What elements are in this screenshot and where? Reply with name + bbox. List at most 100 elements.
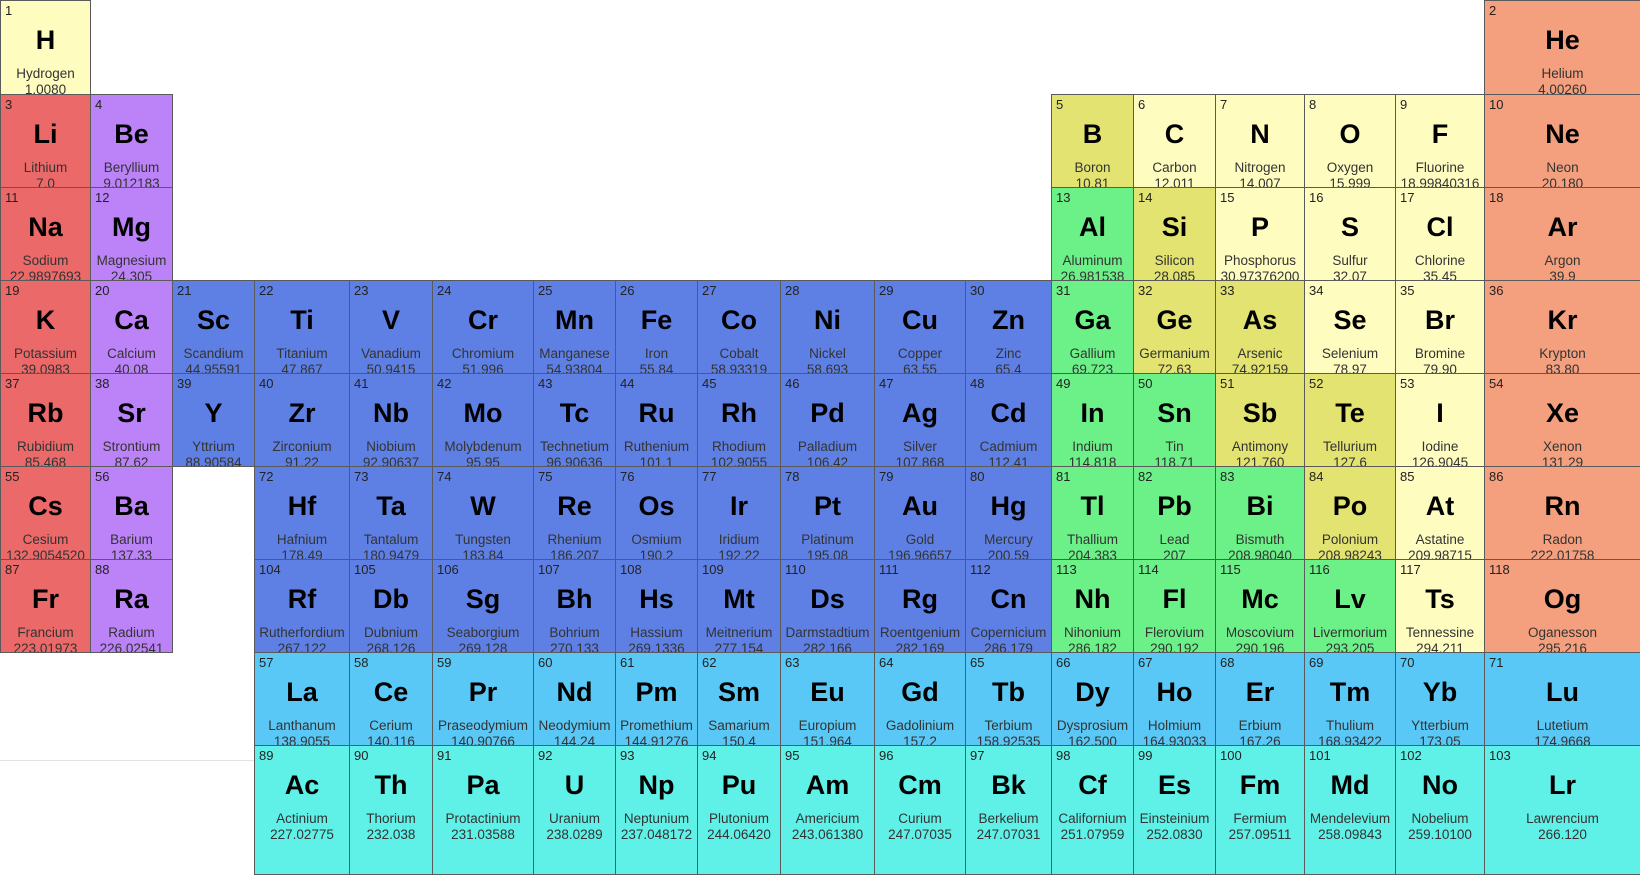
element-cell-hydrogen[interactable]: 1 H Hydrogen 1.0080 [0, 0, 91, 95]
element-cell-plutonium[interactable]: 94 Pu Plutonium 244.06420 [697, 745, 781, 875]
element-cell-nihonium[interactable]: 113 Nh Nihonium 286.182 [1051, 559, 1134, 653]
element-cell-carbon[interactable]: 6 C Carbon 12.011 [1133, 94, 1216, 188]
element-cell-beryllium[interactable]: 4 Be Beryllium 9.012183 [90, 94, 173, 188]
element-cell-mendelevium[interactable]: 101 Md Mendelevium 258.09843 [1304, 745, 1396, 875]
element-cell-seaborgium[interactable]: 106 Sg Seaborgium 269.128 [432, 559, 534, 653]
element-cell-francium[interactable]: 87 Fr Francium 223.01973 [0, 559, 91, 653]
element-cell-tellurium[interactable]: 52 Te Tellurium 127.6 [1304, 373, 1396, 467]
element-cell-silicon[interactable]: 14 Si Silicon 28.085 [1133, 187, 1216, 281]
element-cell-americium[interactable]: 95 Am Americium 243.061380 [780, 745, 875, 875]
element-cell-hafnium[interactable]: 72 Hf Hafnium 178.49 [254, 466, 350, 560]
element-cell-phosphorus[interactable]: 15 P Phosphorus 30.97376200 [1215, 187, 1305, 281]
element-cell-iridium[interactable]: 77 Ir Iridium 192.22 [697, 466, 781, 560]
element-cell-rhodium[interactable]: 45 Rh Rhodium 102.9055 [697, 373, 781, 467]
element-cell-lawrencium[interactable]: 103 Lr Lawrencium 266.120 [1484, 745, 1640, 875]
element-cell-lead[interactable]: 82 Pb Lead 207 [1133, 466, 1216, 560]
element-cell-astatine[interactable]: 85 At Astatine 209.98715 [1395, 466, 1485, 560]
element-cell-gallium[interactable]: 31 Ga Gallium 69.723 [1051, 280, 1134, 374]
element-cell-argon[interactable]: 18 Ar Argon 39.9 [1484, 187, 1640, 281]
element-cell-praseodymium[interactable]: 59 Pr Praseodymium 140.90766 [432, 652, 534, 746]
element-cell-titanium[interactable]: 22 Ti Titanium 47.867 [254, 280, 350, 374]
element-cell-bromine[interactable]: 35 Br Bromine 79.90 [1395, 280, 1485, 374]
element-cell-cadmium[interactable]: 48 Cd Cadmium 112.41 [965, 373, 1052, 467]
element-cell-molybdenum[interactable]: 42 Mo Molybdenum 95.95 [432, 373, 534, 467]
element-cell-gold[interactable]: 79 Au Gold 196.96657 [874, 466, 966, 560]
element-cell-xenon[interactable]: 54 Xe Xenon 131.29 [1484, 373, 1640, 467]
element-cell-oxygen[interactable]: 8 O Oxygen 15.999 [1304, 94, 1396, 188]
element-cell-krypton[interactable]: 36 Kr Krypton 83.80 [1484, 280, 1640, 374]
element-cell-californium[interactable]: 98 Cf Californium 251.07959 [1051, 745, 1134, 875]
element-cell-tantalum[interactable]: 73 Ta Tantalum 180.9479 [349, 466, 433, 560]
element-cell-cesium[interactable]: 55 Cs Cesium 132.9054520 [0, 466, 91, 560]
element-cell-lutetium[interactable]: 71 Lu Lutetium 174.9668 [1484, 652, 1640, 746]
element-cell-cerium[interactable]: 58 Ce Cerium 140.116 [349, 652, 433, 746]
element-cell-berkelium[interactable]: 97 Bk Berkelium 247.07031 [965, 745, 1052, 875]
element-cell-zirconium[interactable]: 40 Zr Zirconium 91.22 [254, 373, 350, 467]
element-cell-helium[interactable]: 2 He Helium 4.00260 [1484, 0, 1640, 95]
element-cell-hassium[interactable]: 108 Hs Hassium 269.1336 [615, 559, 698, 653]
element-cell-rubidium[interactable]: 37 Rb Rubidium 85.468 [0, 373, 91, 467]
element-cell-arsenic[interactable]: 33 As Arsenic 74.92159 [1215, 280, 1305, 374]
element-cell-vanadium[interactable]: 23 V Vanadium 50.9415 [349, 280, 433, 374]
element-cell-fermium[interactable]: 100 Fm Fermium 257.09511 [1215, 745, 1305, 875]
element-cell-magnesium[interactable]: 12 Mg Magnesium 24.305 [90, 187, 173, 281]
element-cell-ytterbium[interactable]: 70 Yb Ytterbium 173.05 [1395, 652, 1485, 746]
element-cell-germanium[interactable]: 32 Ge Germanium 72.63 [1133, 280, 1216, 374]
element-cell-europium[interactable]: 63 Eu Europium 151.964 [780, 652, 875, 746]
element-cell-nitrogen[interactable]: 7 N Nitrogen 14.007 [1215, 94, 1305, 188]
element-cell-chlorine[interactable]: 17 Cl Chlorine 35.45 [1395, 187, 1485, 281]
element-cell-technetium[interactable]: 43 Tc Technetium 96.90636 [533, 373, 616, 467]
element-cell-nickel[interactable]: 28 Ni Nickel 58.693 [780, 280, 875, 374]
element-cell-meitnerium[interactable]: 109 Mt Meitnerium 277.154 [697, 559, 781, 653]
element-cell-barium[interactable]: 56 Ba Barium 137.33 [90, 466, 173, 560]
element-cell-indium[interactable]: 49 In Indium 114.818 [1051, 373, 1134, 467]
element-cell-holmium[interactable]: 67 Ho Holmium 164.93033 [1133, 652, 1216, 746]
element-cell-polonium[interactable]: 84 Po Polonium 208.98243 [1304, 466, 1396, 560]
element-cell-nobelium[interactable]: 102 No Nobelium 259.10100 [1395, 745, 1485, 875]
element-cell-iodine[interactable]: 53 I Iodine 126.9045 [1395, 373, 1485, 467]
element-cell-rutherfordium[interactable]: 104 Rf Rutherfordium 267.122 [254, 559, 350, 653]
element-cell-flerovium[interactable]: 114 Fl Flerovium 290.192 [1133, 559, 1216, 653]
element-cell-promethium[interactable]: 61 Pm Promethium 144.91276 [615, 652, 698, 746]
element-cell-oganesson[interactable]: 118 Og Oganesson 295.216 [1484, 559, 1640, 653]
element-cell-boron[interactable]: 5 B Boron 10.81 [1051, 94, 1134, 188]
element-cell-ruthenium[interactable]: 44 Ru Ruthenium 101.1 [615, 373, 698, 467]
element-cell-einsteinium[interactable]: 99 Es Einsteinium 252.0830 [1133, 745, 1216, 875]
element-cell-livermorium[interactable]: 116 Lv Livermorium 293.205 [1304, 559, 1396, 653]
element-cell-chromium[interactable]: 24 Cr Chromium 51.996 [432, 280, 534, 374]
element-cell-rhenium[interactable]: 75 Re Rhenium 186.207 [533, 466, 616, 560]
element-cell-cobalt[interactable]: 27 Co Cobalt 58.93319 [697, 280, 781, 374]
element-cell-aluminum[interactable]: 13 Al Aluminum 26.981538 [1051, 187, 1134, 281]
element-cell-neodymium[interactable]: 60 Nd Neodymium 144.24 [533, 652, 616, 746]
element-cell-dubnium[interactable]: 105 Db Dubnium 268.126 [349, 559, 433, 653]
element-cell-zinc[interactable]: 30 Zn Zinc 65.4 [965, 280, 1052, 374]
element-cell-radon[interactable]: 86 Rn Radon 222.01758 [1484, 466, 1640, 560]
element-cell-terbium[interactable]: 65 Tb Terbium 158.92535 [965, 652, 1052, 746]
element-cell-neptunium[interactable]: 93 Np Neptunium 237.048172 [615, 745, 698, 875]
element-cell-silver[interactable]: 47 Ag Silver 107.868 [874, 373, 966, 467]
element-cell-moscovium[interactable]: 115 Mc Moscovium 290.196 [1215, 559, 1305, 653]
element-cell-niobium[interactable]: 41 Nb Niobium 92.90637 [349, 373, 433, 467]
element-cell-fluorine[interactable]: 9 F Fluorine 18.99840316 [1395, 94, 1485, 188]
element-cell-platinum[interactable]: 78 Pt Platinum 195.08 [780, 466, 875, 560]
element-cell-erbium[interactable]: 68 Er Erbium 167.26 [1215, 652, 1305, 746]
element-cell-copernicium[interactable]: 112 Cn Copernicium 286.179 [965, 559, 1052, 653]
element-cell-curium[interactable]: 96 Cm Curium 247.07035 [874, 745, 966, 875]
element-cell-samarium[interactable]: 62 Sm Samarium 150.4 [697, 652, 781, 746]
element-cell-bohrium[interactable]: 107 Bh Bohrium 270.133 [533, 559, 616, 653]
element-cell-manganese[interactable]: 25 Mn Manganese 54.93804 [533, 280, 616, 374]
element-cell-dysprosium[interactable]: 66 Dy Dysprosium 162.500 [1051, 652, 1134, 746]
element-cell-protactinium[interactable]: 91 Pa Protactinium 231.03588 [432, 745, 534, 875]
element-cell-darmstadtium[interactable]: 110 Ds Darmstadtium 282.166 [780, 559, 875, 653]
element-cell-mercury[interactable]: 80 Hg Mercury 200.59 [965, 466, 1052, 560]
element-cell-gadolinium[interactable]: 64 Gd Gadolinium 157.2 [874, 652, 966, 746]
element-cell-actinium[interactable]: 89 Ac Actinium 227.02775 [254, 745, 350, 875]
element-cell-osmium[interactable]: 76 Os Osmium 190.2 [615, 466, 698, 560]
element-cell-bismuth[interactable]: 83 Bi Bismuth 208.98040 [1215, 466, 1305, 560]
element-cell-calcium[interactable]: 20 Ca Calcium 40.08 [90, 280, 173, 374]
element-cell-neon[interactable]: 10 Ne Neon 20.180 [1484, 94, 1640, 188]
element-cell-tennessine[interactable]: 117 Ts Tennessine 294.211 [1395, 559, 1485, 653]
element-cell-potassium[interactable]: 19 K Potassium 39.0983 [0, 280, 91, 374]
element-cell-yttrium[interactable]: 39 Y Yttrium 88.90584 [172, 373, 255, 467]
element-cell-roentgenium[interactable]: 111 Rg Roentgenium 282.169 [874, 559, 966, 653]
